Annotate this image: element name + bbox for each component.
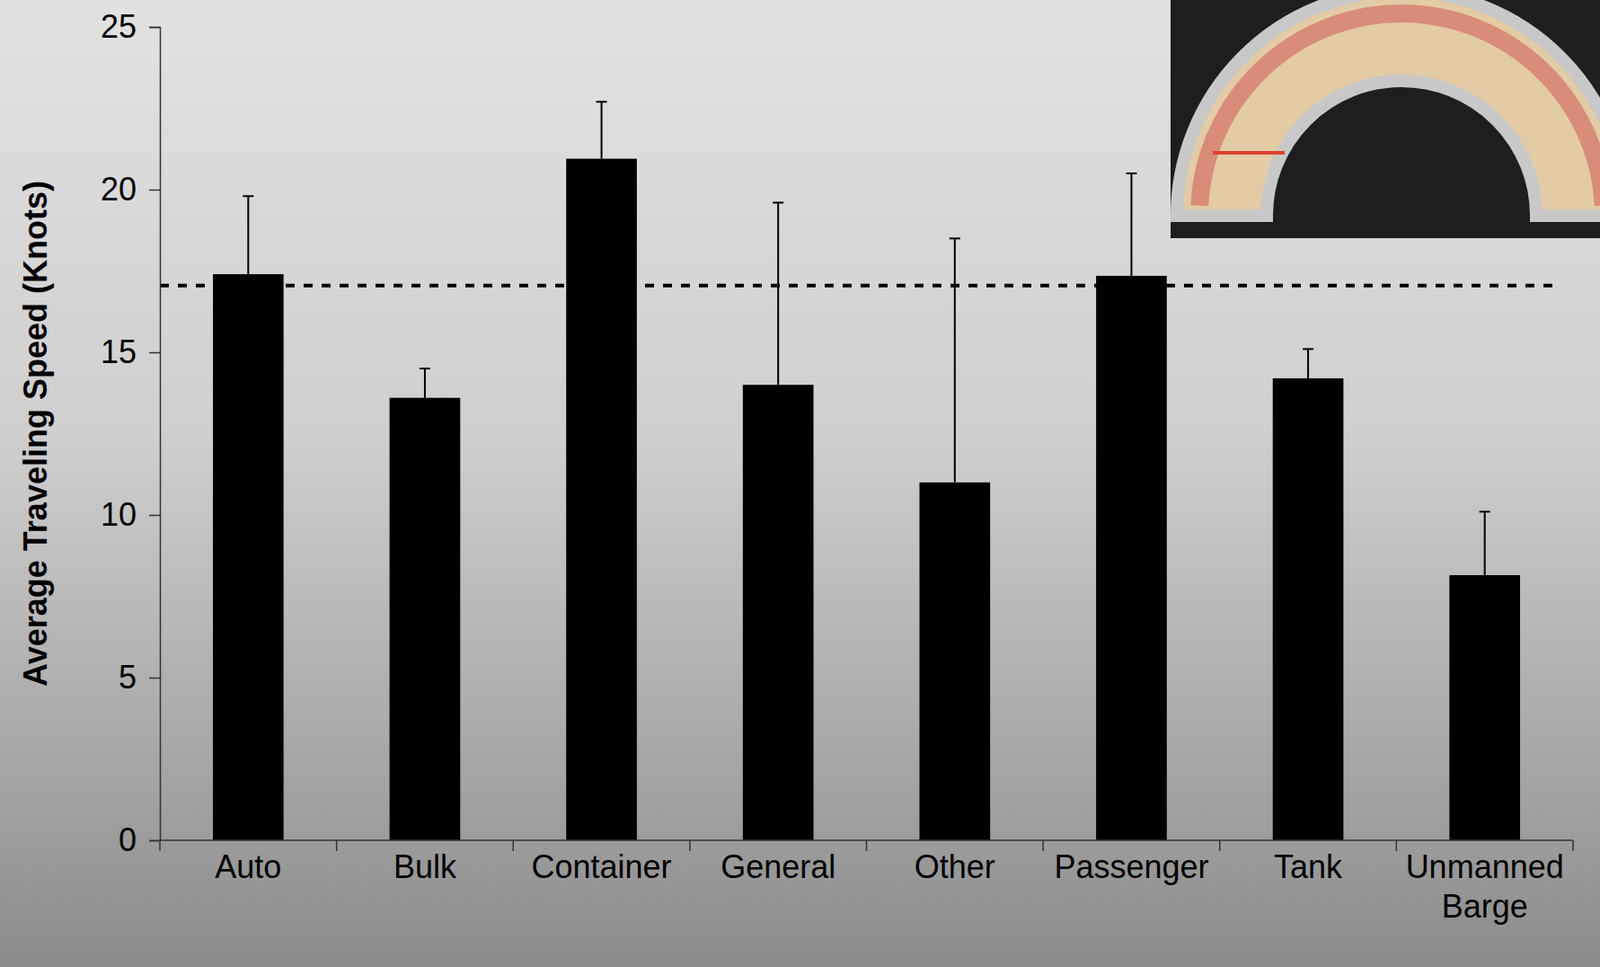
category-divider (689, 839, 691, 851)
x-tick: Auto (214, 848, 282, 885)
y-tick: 25 (100, 8, 160, 45)
error-stem (954, 238, 956, 483)
bar (1272, 378, 1344, 840)
error-bar (596, 101, 608, 159)
x-tick: UnmannedBarge (1405, 848, 1565, 925)
x-tick-label: Container (531, 848, 672, 885)
y-tick-label: 15 (100, 333, 137, 371)
error-bar (1479, 511, 1491, 575)
x-tick: Bulk (393, 848, 458, 885)
x-tick: Passenger (1053, 848, 1209, 885)
x-tick: Other (914, 848, 996, 885)
y-tick-mark (149, 514, 160, 517)
y-tick-label: 20 (100, 170, 137, 208)
bar (919, 482, 991, 840)
error-cap (949, 237, 961, 239)
error-stem (424, 368, 426, 398)
category-divider (335, 839, 338, 851)
error-bar (1125, 173, 1137, 276)
x-tick: General (720, 848, 836, 885)
bar (212, 274, 284, 840)
x-tick-label: General (720, 848, 836, 885)
y-tick-mark (149, 26, 160, 29)
speedometer-image (1170, 0, 1600, 239)
y-tick: 10 (100, 495, 160, 533)
x-tick-label-line: Unmanned (1405, 848, 1565, 885)
error-bar (242, 195, 254, 275)
bar (1096, 275, 1167, 840)
category-divider (866, 839, 868, 851)
error-stem (1130, 173, 1132, 276)
y-axis-title: Average Traveling Speed (Knots) (17, 180, 54, 687)
category-divider (1396, 839, 1398, 851)
gauge-face (1176, 0, 1600, 216)
category-divider (1572, 839, 1574, 851)
plot-area (159, 101, 1560, 840)
x-tick: Tank (1273, 848, 1344, 885)
y-axis: 0 5 10 15 20 25 (100, 8, 161, 858)
category-divider (1042, 839, 1044, 851)
category-divider (1219, 839, 1221, 851)
bar (389, 397, 461, 840)
error-cap (772, 201, 784, 204)
y-tick: 5 (118, 658, 160, 696)
category-divider (159, 839, 161, 851)
x-tick-label: Bulk (393, 848, 458, 885)
reference-line (159, 283, 1560, 288)
error-stem (777, 202, 779, 385)
y-tick-mark (149, 189, 160, 192)
bar (742, 384, 814, 840)
y-tick-label: 10 (100, 495, 137, 533)
error-cap (1125, 172, 1137, 175)
y-tick: 20 (100, 170, 160, 208)
y-tick-label: 0 (118, 821, 137, 858)
y-tick: 15 (100, 333, 160, 371)
error-cap (1302, 347, 1314, 350)
x-tick-label: UnmannedBarge (1405, 848, 1565, 925)
error-bar (772, 202, 784, 385)
category-divider (512, 839, 515, 851)
bar (1449, 574, 1521, 840)
error-bar (949, 238, 961, 483)
y-tick-label: 5 (118, 658, 137, 696)
x-tick-label-line: Barge (1441, 887, 1529, 925)
error-stem (601, 101, 603, 159)
x-tick-label: Auto (214, 848, 282, 885)
x-tick-label: Tank (1273, 848, 1344, 885)
y-tick-label: 25 (100, 8, 137, 45)
x-tick: Container (531, 848, 672, 885)
error-bar (419, 368, 431, 398)
x-tick-label: Passenger (1053, 848, 1209, 885)
error-cap (596, 100, 608, 103)
error-cap (242, 194, 254, 197)
gauge-needle (1212, 150, 1285, 155)
y-tick: 0 (118, 821, 160, 858)
error-stem (247, 195, 249, 275)
error-stem (1307, 348, 1309, 379)
y-axis-line (149, 27, 161, 841)
error-cap (1479, 510, 1491, 513)
y-tick-mark (149, 352, 160, 354)
y-tick-mark (149, 677, 160, 680)
bar (565, 159, 637, 840)
error-cap (419, 367, 431, 370)
error-stem (1484, 511, 1486, 575)
gauge-scale (1190, 4, 1600, 206)
x-axis: Auto Bulk Container General Other Passenger Ta… (159, 839, 1574, 925)
error-bar (1302, 348, 1314, 379)
y-tick-mark (149, 839, 160, 842)
x-tick-label: Other (914, 848, 996, 885)
